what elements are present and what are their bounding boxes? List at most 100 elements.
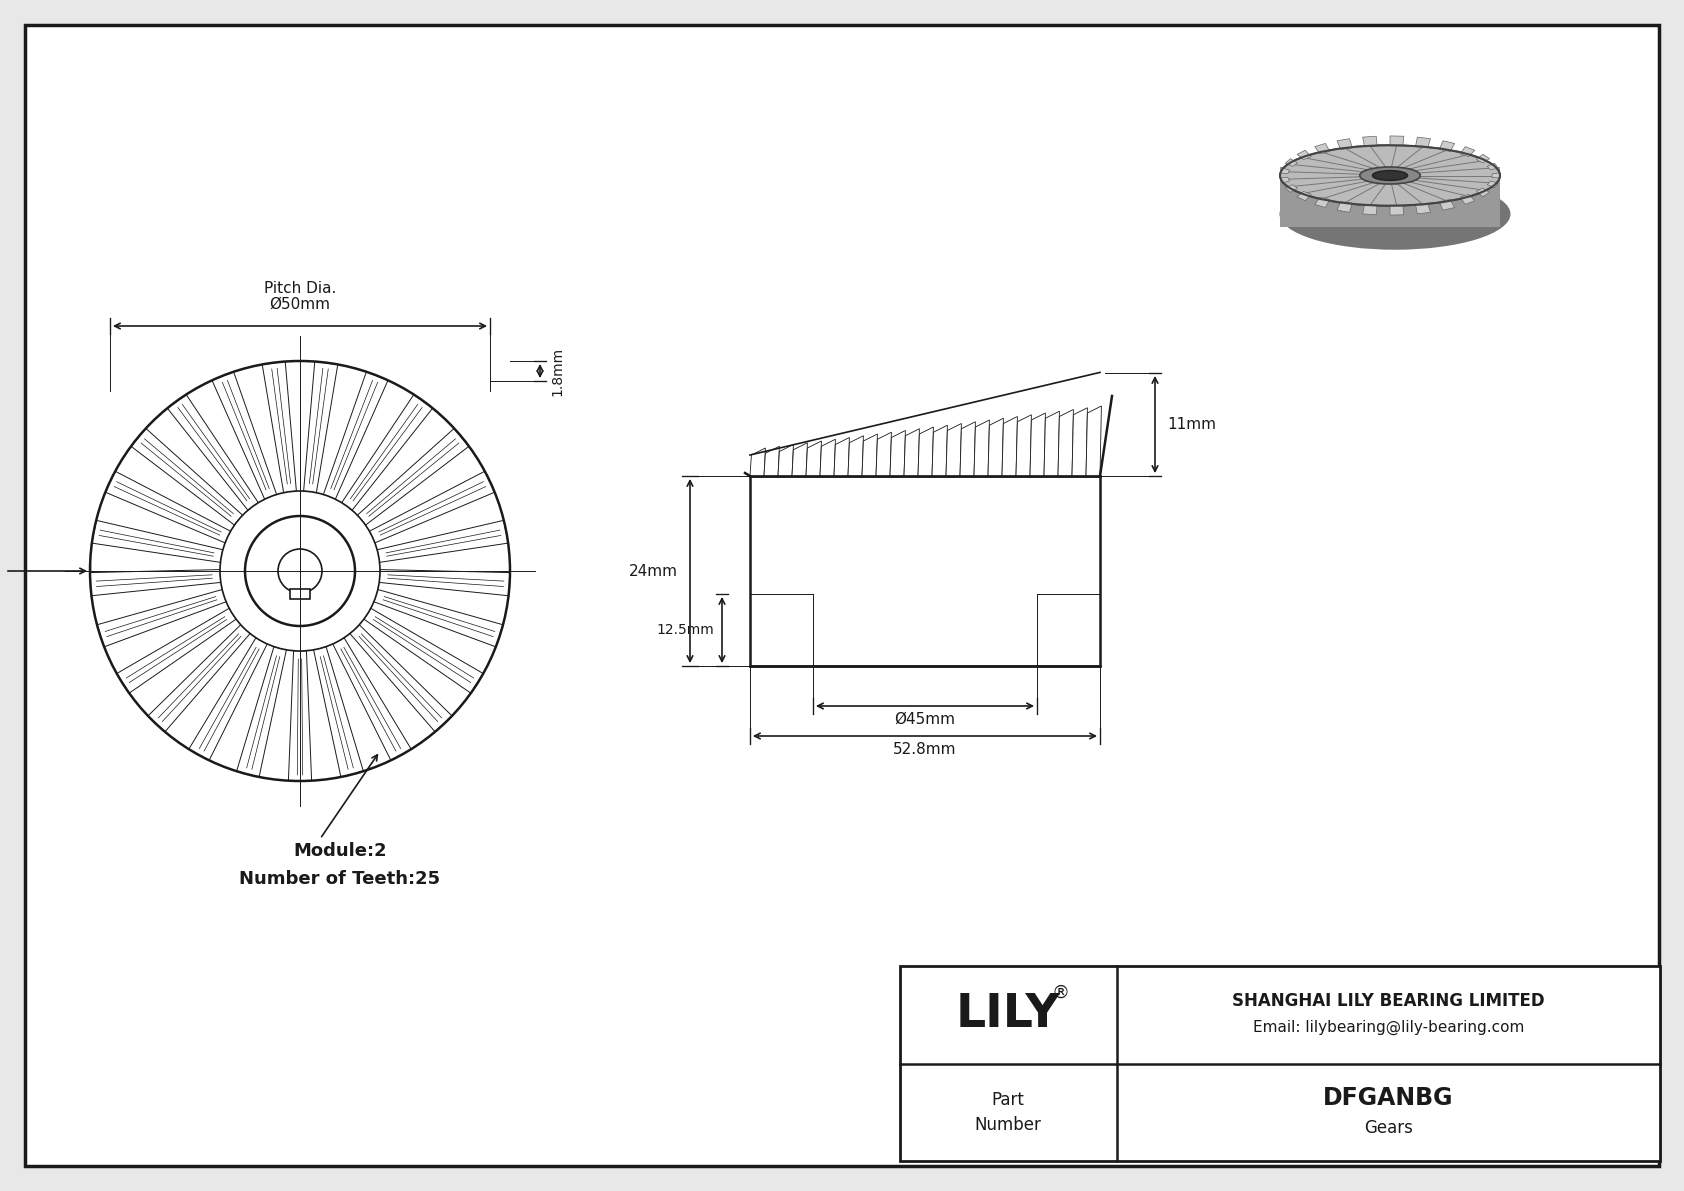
Circle shape	[84, 356, 515, 786]
Polygon shape	[1492, 173, 1500, 177]
Polygon shape	[1086, 406, 1101, 476]
Circle shape	[278, 549, 322, 593]
Polygon shape	[1440, 141, 1455, 151]
Text: 12.5mm: 12.5mm	[657, 623, 714, 637]
Text: ®: ®	[1051, 984, 1069, 1002]
Polygon shape	[820, 439, 835, 476]
Text: 1.8mm: 1.8mm	[551, 347, 564, 395]
Polygon shape	[1416, 137, 1430, 148]
Polygon shape	[374, 590, 504, 647]
Polygon shape	[106, 472, 231, 543]
Polygon shape	[148, 625, 251, 731]
Polygon shape	[1487, 181, 1499, 188]
Ellipse shape	[1372, 170, 1408, 181]
Polygon shape	[1389, 136, 1404, 146]
Polygon shape	[1337, 201, 1352, 212]
Text: Part
Number: Part Number	[975, 1091, 1042, 1134]
Polygon shape	[131, 429, 242, 525]
Text: Gears: Gears	[1364, 1120, 1413, 1137]
Text: Email: lilybearing@lily-bearing.com: Email: lilybearing@lily-bearing.com	[1253, 1021, 1524, 1035]
Polygon shape	[357, 429, 468, 525]
Polygon shape	[1315, 198, 1330, 207]
Polygon shape	[189, 638, 268, 760]
Ellipse shape	[1280, 145, 1500, 206]
Polygon shape	[834, 437, 849, 476]
Polygon shape	[1280, 167, 1500, 227]
Polygon shape	[1362, 136, 1378, 146]
Polygon shape	[212, 372, 276, 499]
Polygon shape	[1285, 185, 1297, 193]
Polygon shape	[1477, 188, 1490, 197]
Text: DFGANBG: DFGANBG	[1324, 1086, 1453, 1110]
Polygon shape	[1280, 177, 1290, 183]
Polygon shape	[1460, 194, 1475, 205]
Bar	[290, 590, 310, 599]
Polygon shape	[1044, 411, 1059, 476]
Text: Pitch Dia.: Pitch Dia.	[264, 281, 337, 297]
Polygon shape	[1285, 158, 1297, 167]
Polygon shape	[1460, 146, 1475, 156]
Text: Ø45mm: Ø45mm	[894, 712, 955, 727]
Text: Number of Teeth:25: Number of Teeth:25	[239, 869, 441, 888]
Polygon shape	[1280, 168, 1290, 174]
Polygon shape	[1362, 205, 1378, 214]
Polygon shape	[323, 372, 387, 499]
Ellipse shape	[1280, 179, 1511, 250]
Polygon shape	[791, 443, 807, 476]
Polygon shape	[333, 638, 411, 760]
Bar	[899, 966, 1660, 1161]
Ellipse shape	[1359, 167, 1420, 185]
Bar	[749, 476, 1100, 666]
Polygon shape	[1015, 414, 1031, 476]
Polygon shape	[237, 647, 286, 777]
Polygon shape	[1337, 138, 1352, 150]
Polygon shape	[904, 429, 919, 476]
Polygon shape	[862, 434, 877, 476]
Polygon shape	[918, 428, 933, 476]
Text: 24mm: 24mm	[630, 563, 679, 579]
Polygon shape	[116, 609, 236, 693]
Text: 11mm: 11mm	[1167, 417, 1216, 432]
Polygon shape	[369, 472, 495, 543]
Text: SHANGHAI LILY BEARING LIMITED: SHANGHAI LILY BEARING LIMITED	[1233, 992, 1544, 1010]
Polygon shape	[1297, 150, 1312, 160]
Circle shape	[221, 491, 381, 651]
Polygon shape	[167, 394, 258, 510]
Bar	[744, 401, 1105, 671]
Polygon shape	[263, 362, 296, 493]
Polygon shape	[93, 520, 222, 562]
Polygon shape	[313, 647, 364, 777]
Polygon shape	[364, 609, 483, 693]
Polygon shape	[876, 432, 891, 476]
Polygon shape	[379, 569, 510, 596]
Polygon shape	[989, 418, 1004, 476]
Polygon shape	[1297, 192, 1312, 201]
Polygon shape	[1073, 407, 1088, 476]
Polygon shape	[89, 569, 221, 596]
Text: Ø50mm: Ø50mm	[269, 297, 330, 312]
Polygon shape	[1389, 205, 1404, 216]
Polygon shape	[1031, 413, 1046, 476]
Polygon shape	[342, 394, 433, 510]
Polygon shape	[765, 447, 780, 476]
Polygon shape	[960, 422, 975, 476]
Polygon shape	[891, 430, 906, 476]
Polygon shape	[778, 444, 793, 476]
Text: 52.8mm: 52.8mm	[893, 742, 957, 757]
Polygon shape	[749, 448, 766, 476]
Polygon shape	[849, 436, 864, 476]
Text: Module:2: Module:2	[293, 842, 387, 860]
Polygon shape	[973, 420, 990, 476]
Polygon shape	[1315, 143, 1330, 154]
Text: LILY: LILY	[957, 992, 1061, 1037]
Polygon shape	[1487, 163, 1499, 170]
Polygon shape	[1058, 410, 1073, 476]
Circle shape	[244, 516, 355, 626]
Polygon shape	[946, 424, 962, 476]
Polygon shape	[1440, 200, 1455, 210]
Polygon shape	[931, 425, 948, 476]
Polygon shape	[1416, 204, 1430, 214]
Polygon shape	[288, 650, 312, 780]
Polygon shape	[98, 590, 226, 647]
Polygon shape	[303, 362, 338, 493]
